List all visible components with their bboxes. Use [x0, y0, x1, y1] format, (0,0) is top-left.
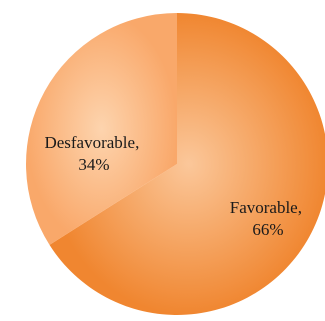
- slice-percent-favorable: 66%: [252, 220, 283, 239]
- slice-label-favorable: Favorable, 66%: [230, 198, 306, 239]
- slice-separator-favorable: ,: [298, 198, 302, 217]
- slice-category-favorable: Favorable: [230, 198, 298, 217]
- slice-category-desfavorable: Desfavorable: [44, 133, 135, 152]
- slice-separator-desfavorable: ,: [135, 133, 139, 152]
- pie-labels: Desfavorable, 34% Favorable, 66%: [44, 133, 306, 239]
- pie-slice-favorable: [49, 13, 325, 315]
- pie-slice-desfavorable: [26, 13, 178, 245]
- pie-slices: [26, 13, 325, 315]
- slice-percent-desfavorable: 34%: [78, 155, 109, 174]
- slice-label-desfavorable: Desfavorable, 34%: [44, 133, 143, 174]
